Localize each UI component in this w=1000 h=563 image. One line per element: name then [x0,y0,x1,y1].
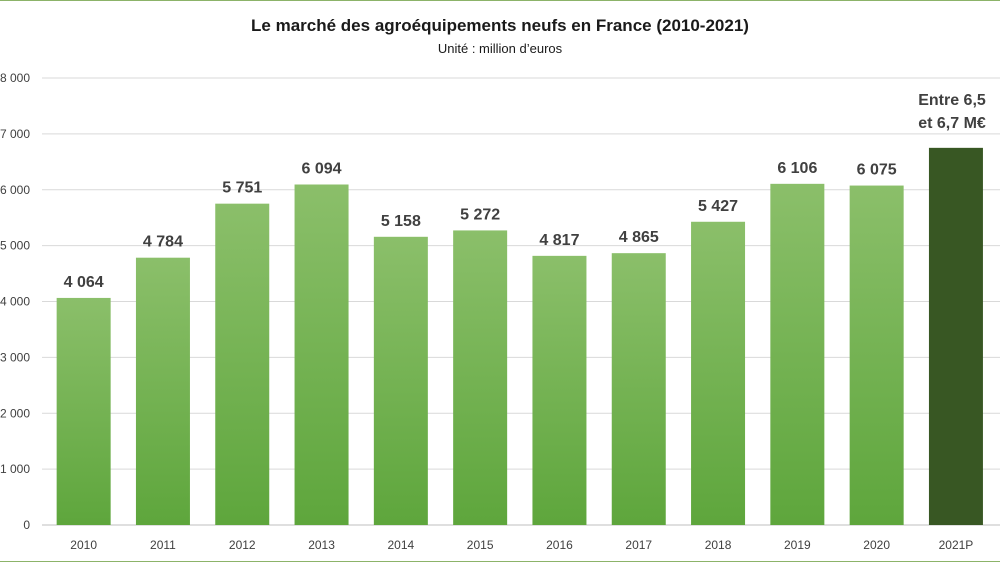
data-label: 5 272 [460,206,500,223]
y-tick-label: 5 000 [0,239,30,253]
data-label: 5 158 [381,213,421,230]
y-tick-label: 4 000 [0,295,30,309]
x-tick-label: 2018 [705,538,732,552]
forecast-label: Entre 6,5 [918,92,986,109]
bar [215,203,270,525]
chart-title: Le marché des agroéquipements neufs en F… [251,16,749,35]
data-label: 4 865 [619,229,659,246]
x-tick-label: 2012 [229,538,256,552]
x-tick-label: 2011 [150,538,176,552]
bar [453,230,508,525]
y-axis-ticks: 0 1 000 2 000 3 000 4 000 5 000 6 000 7 000 8 00… [0,71,30,532]
bar [135,257,190,525]
bar [373,236,428,525]
y-tick-label: 1 000 [0,462,30,476]
x-tick-label: 2017 [625,538,652,552]
bar [532,255,587,525]
x-tick-label: 2020 [863,538,890,552]
data-labels: 4 064 4 784 5 751 6 094 5 158 5 272 4 817 4 865… [64,92,986,291]
data-label: 4 784 [143,234,183,251]
bar [611,253,666,525]
data-label: 4 817 [539,232,579,249]
bar [294,184,349,526]
x-tick-label: 2019 [784,538,811,552]
x-tick-label: 2015 [467,538,494,552]
bar [849,185,904,525]
data-label: 4 064 [64,274,104,291]
bar [56,297,111,525]
x-tick-label: 2016 [546,538,573,552]
bars [56,147,983,526]
data-label: 6 094 [302,160,342,177]
data-label: 5 427 [698,198,738,215]
x-tick-label: 2013 [308,538,335,552]
bar [928,147,983,525]
x-tick-label: 2014 [387,538,414,552]
data-label: 6 075 [857,162,897,179]
gridlines [42,77,1000,526]
y-tick-label: 2 000 [0,406,30,420]
bar [770,183,825,525]
y-tick-label: 7 000 [0,127,30,141]
data-label: 5 751 [222,180,262,197]
forecast-label: et 6,7 M€ [918,115,986,132]
x-tick-label: 2010 [70,538,97,552]
y-tick-label: 0 [23,518,30,532]
y-tick-label: 6 000 [0,183,30,197]
chart-subtitle: Unité : million d’euros [437,41,563,56]
x-tick-label: 2021P [939,538,974,552]
x-axis-ticks: 2010 2011 2012 2013 2014 2015 2016 2017 2018 2019… [70,538,973,552]
y-tick-label: 3 000 [0,350,30,364]
data-label: 6 106 [777,160,817,177]
y-tick-label: 8 000 [0,71,30,85]
bar [691,221,746,526]
